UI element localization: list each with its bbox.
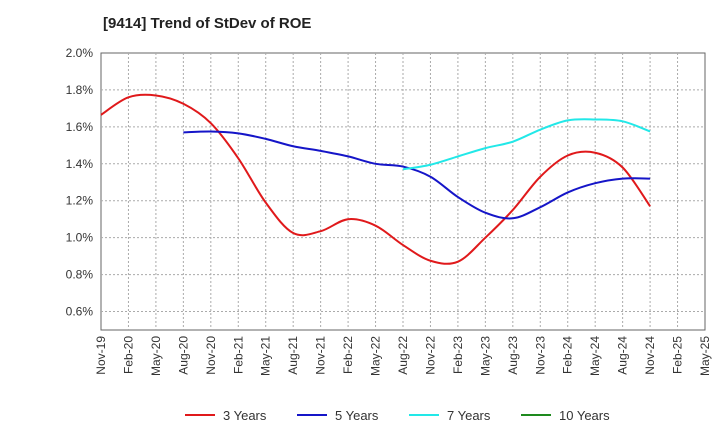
legend-label-10-years: 10 Years [559, 408, 610, 423]
x-tick-label: Feb-22 [341, 336, 355, 374]
legend-label-3-years: 3 Years [223, 408, 267, 423]
y-tick-label: 0.6% [66, 305, 94, 319]
x-tick-label: Nov-24 [643, 336, 657, 375]
x-tick-label: May-21 [259, 336, 273, 376]
x-tick-label: Aug-20 [176, 336, 190, 375]
y-tick-label: 1.2% [66, 194, 94, 208]
legend-label-7-years: 7 Years [447, 408, 491, 423]
x-tick-label: Nov-23 [533, 336, 547, 375]
y-tick-label: 1.4% [66, 157, 94, 171]
x-tick-label: Feb-24 [561, 336, 575, 374]
x-tick-label: Aug-22 [396, 336, 410, 375]
chart-title: [9414] Trend of StDev of ROE [103, 15, 311, 32]
series-line-5-years [183, 130, 651, 220]
legend-label-5-years: 5 Years [335, 408, 379, 423]
x-tick-label: Nov-20 [204, 336, 218, 375]
x-tick-label: Nov-22 [423, 336, 437, 375]
x-tick-label: May-23 [478, 336, 492, 376]
y-tick-label: 1.0% [66, 231, 94, 245]
x-tick-label: May-25 [698, 336, 712, 376]
x-tick-label: Feb-20 [121, 336, 135, 374]
plot-frame [100, 52, 706, 331]
x-tick-label: Feb-21 [231, 336, 245, 374]
y-tick-label: 1.6% [66, 120, 94, 134]
y-tick-label: 0.8% [66, 268, 94, 282]
x-tick-label: Feb-23 [451, 336, 465, 374]
x-tick-label: Aug-24 [616, 336, 630, 375]
y-tick-label: 2.0% [66, 46, 94, 60]
x-tick-label: Aug-21 [286, 336, 300, 375]
plot-area: 0.6% 0.8% 1.0% 1.2% 1.4% 1.6% 1.8% 2.0% Nov-19 Fe… [66, 46, 712, 376]
series-line-7-years [402, 118, 651, 171]
x-tick-label: May-24 [588, 336, 602, 376]
y-tick-label: 1.8% [66, 83, 94, 97]
x-tick-label: May-22 [369, 336, 383, 376]
x-tick-label: Nov-21 [314, 336, 328, 375]
x-tick-label: Nov-19 [94, 336, 108, 375]
series-line-3-years [100, 93, 651, 265]
x-tick-label: Feb-25 [671, 336, 685, 374]
legend: 3 Years 5 Years 7 Years 10 Years [185, 408, 610, 423]
x-tick-label: Aug-23 [506, 336, 520, 375]
x-tick-label: May-20 [149, 336, 163, 376]
